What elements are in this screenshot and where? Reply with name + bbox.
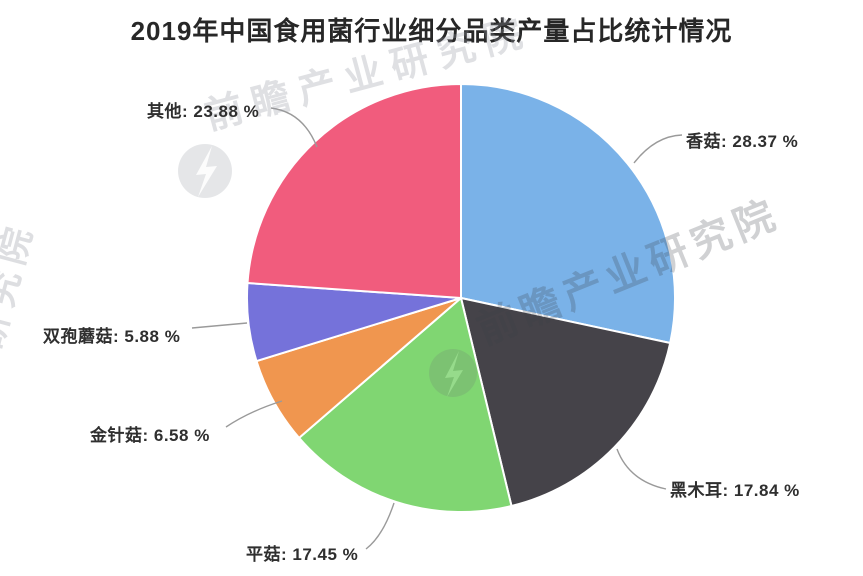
leader-line-其他	[270, 107, 318, 148]
leader-line-平菇	[365, 502, 395, 550]
leader-line-金针菇	[225, 400, 283, 428]
leader-line-香菇	[633, 134, 683, 164]
slice-label-shuangbaomogu: 双孢蘑菇: 5.88 %	[43, 327, 181, 346]
pie-slice-香菇	[460, 82, 676, 345]
slice-label-heimuer: 黑木耳: 17.84 %	[670, 481, 800, 500]
slice-label-qita: 其他: 23.88 %	[147, 102, 260, 121]
leader-lines	[191, 107, 683, 550]
slice-label-pinggu: 平菇: 17.45 %	[246, 545, 359, 564]
pie-slice-平菇	[297, 296, 513, 513]
pie-slice-黑木耳	[459, 296, 672, 508]
slice-label-xianggu: 香菇: 28.37 %	[686, 132, 799, 151]
leader-line-黑木耳	[616, 448, 667, 490]
watermark-logo	[429, 349, 477, 397]
slice-label-jinzhengu: 金针菇: 6.58 %	[90, 426, 210, 445]
leader-line-双孢蘑菇	[191, 322, 248, 329]
watermark-logo	[178, 144, 232, 198]
pie-slice-其他	[246, 82, 462, 300]
chart-title: 2019年中国食用菌行业细分品类产量占比统计情况	[130, 16, 733, 46]
pie-slices	[246, 82, 676, 513]
